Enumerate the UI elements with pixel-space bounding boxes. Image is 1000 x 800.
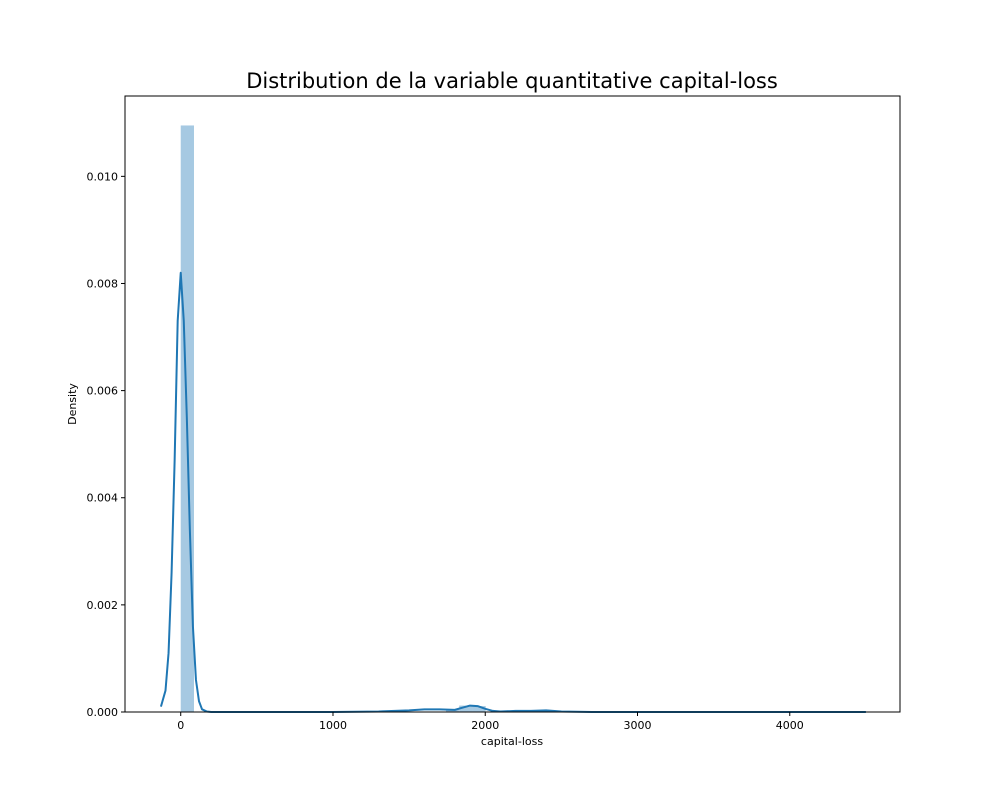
y-tick-label: 0.006 [87, 385, 119, 398]
x-axis-label: capital-loss [481, 735, 543, 748]
kde-line [159, 271, 866, 713]
x-tick-label: 3000 [624, 719, 652, 732]
histogram-bars [180, 125, 486, 712]
x-tick-label: 0 [177, 719, 184, 732]
x-axis-ticks: 0 1000 2000 3000 4000 [177, 712, 804, 732]
y-tick-label: 0.010 [87, 170, 119, 183]
plot-frame [124, 95, 901, 713]
y-axis-label: Density [66, 383, 79, 425]
y-tick-label: 0.002 [87, 599, 119, 612]
x-tick-label: 2000 [471, 719, 499, 732]
x-tick-label: 1000 [319, 719, 347, 732]
y-tick-label: 0.000 [87, 706, 119, 719]
x-tick-label: 4000 [776, 719, 804, 732]
y-tick-label: 0.004 [87, 492, 119, 505]
y-axis-ticks: 0.000 0.002 0.004 0.006 0.008 0.010 [87, 170, 125, 719]
y-tick-label: 0.008 [87, 277, 119, 290]
kde-layer [159, 271, 866, 713]
chart-title: Distribution de la variable quantitative… [246, 69, 778, 93]
histogram-bar [459, 705, 473, 712]
histogram-bar [472, 706, 486, 712]
